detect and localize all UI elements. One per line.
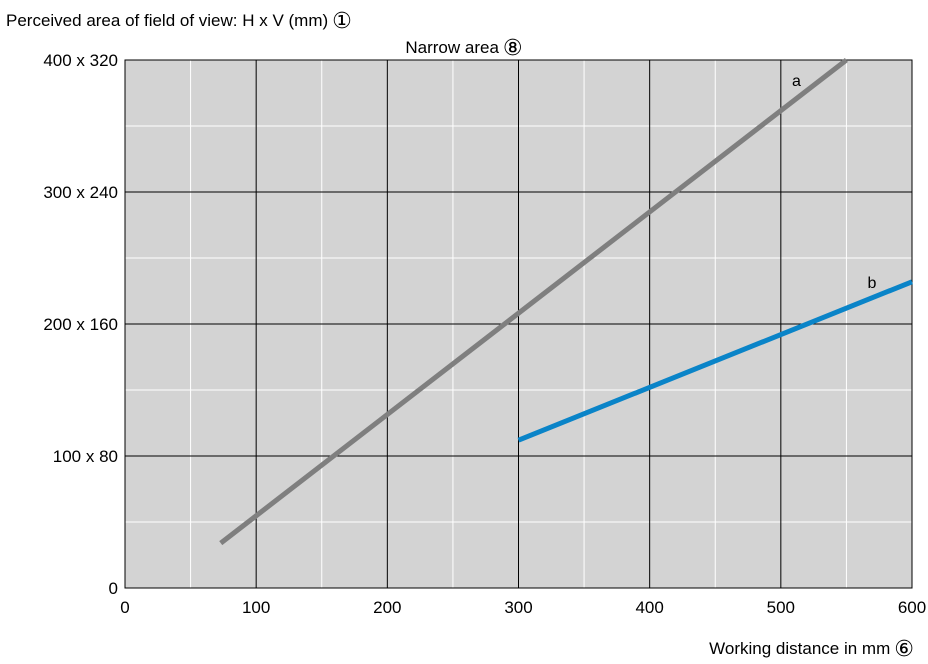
x-axis-title-marker: ⑥ bbox=[894, 636, 914, 661]
series-label-a: a bbox=[792, 73, 801, 90]
y-axis-ticks: 0 100 x 80 200 x 160 300 x 240 400 x 320 bbox=[43, 51, 118, 598]
x-axis-title: Working distance in mm ⑥ bbox=[709, 636, 914, 661]
chart-title: Narrow area ⑧ bbox=[405, 35, 523, 60]
major-grid bbox=[124, 59, 913, 589]
y-tick-label: 100 x 80 bbox=[53, 447, 118, 466]
x-tick-label: 400 bbox=[635, 598, 663, 617]
series-layer: ab bbox=[219, 58, 913, 546]
x-tick-label: 200 bbox=[373, 598, 401, 617]
series-label-b: b bbox=[868, 275, 877, 292]
x-axis-ticks: 0 100 200 300 400 500 600 bbox=[120, 598, 926, 617]
y-tick-label: 0 bbox=[109, 579, 118, 598]
x-tick-label: 300 bbox=[504, 598, 532, 617]
x-tick-label: 0 bbox=[120, 598, 129, 617]
series-line-a bbox=[219, 58, 848, 546]
x-tick-label: 500 bbox=[767, 598, 795, 617]
chart-title-marker: ⑧ bbox=[502, 35, 523, 60]
y-axis-title-marker: ① bbox=[332, 8, 352, 33]
y-axis-title: Perceived area of field of view: H x V (… bbox=[6, 8, 352, 33]
y-tick-label: 200 x 160 bbox=[43, 315, 118, 334]
x-tick-label: 600 bbox=[898, 598, 926, 617]
x-tick-label: 100 bbox=[242, 598, 270, 617]
y-tick-label: 300 x 240 bbox=[43, 183, 118, 202]
y-tick-label: 400 x 320 bbox=[43, 51, 118, 70]
series-line-b bbox=[517, 279, 913, 443]
